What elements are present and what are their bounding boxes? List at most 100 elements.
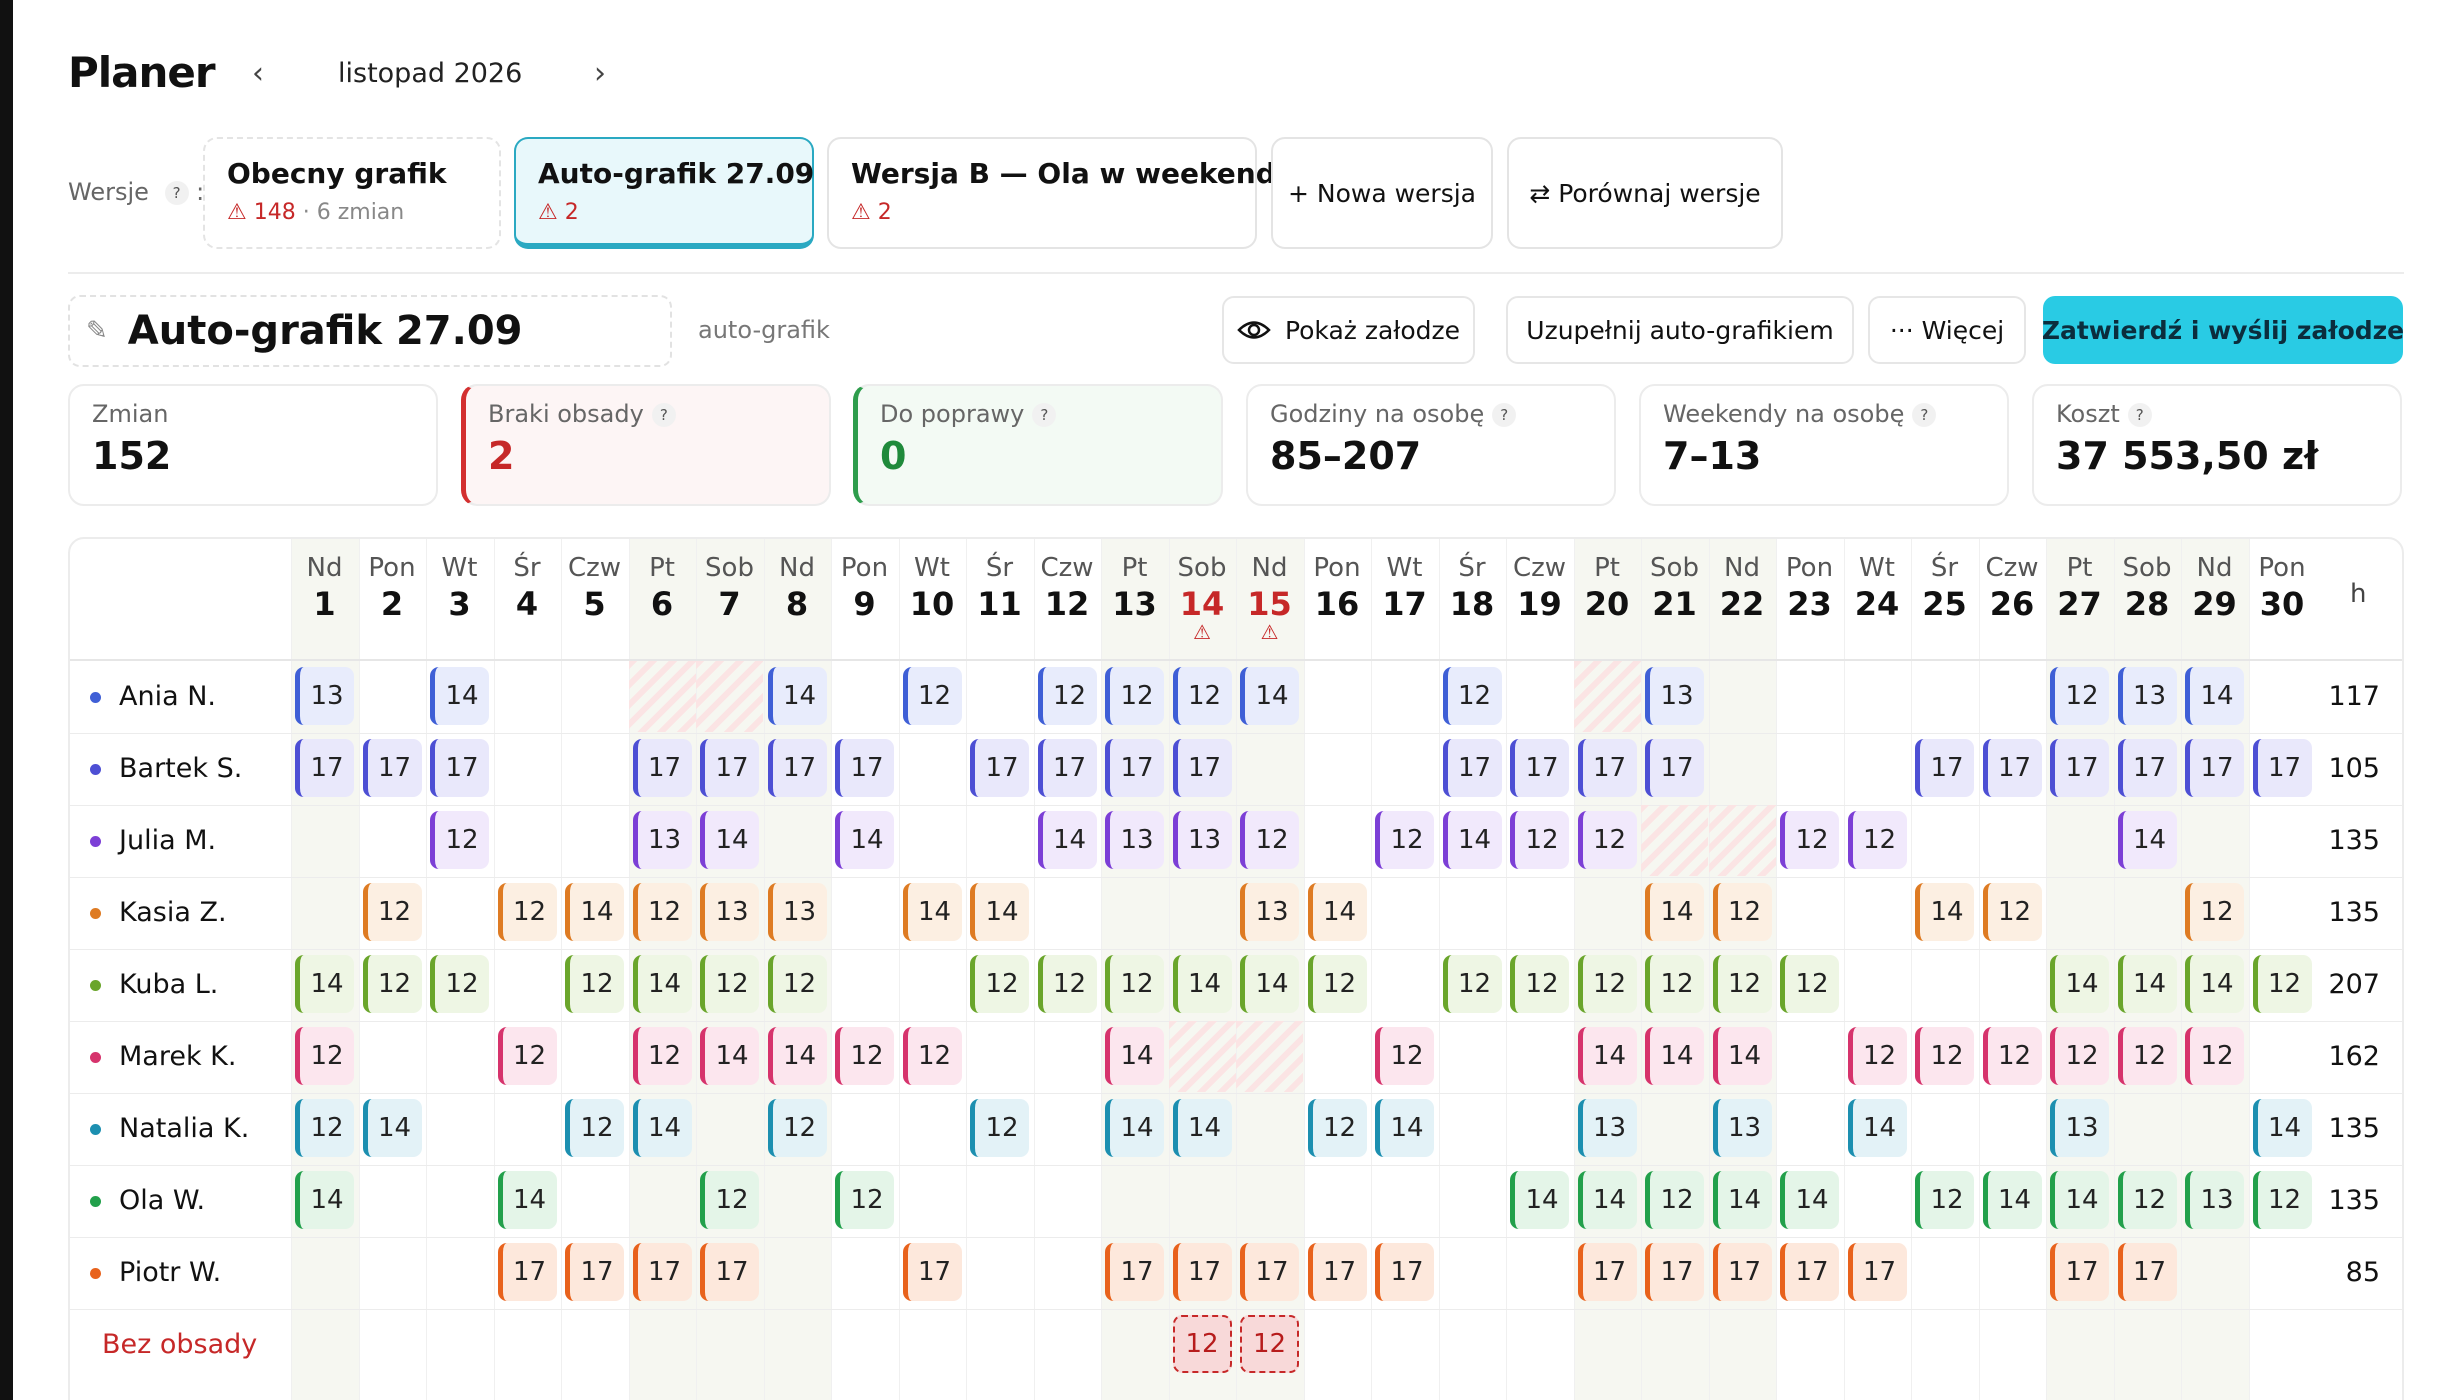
- shift-chip[interactable]: 13: [700, 883, 759, 941]
- autofill-button[interactable]: Uzupełnij auto-grafikiem: [1506, 296, 1854, 364]
- shift-chip[interactable]: 17: [1172, 739, 1232, 797]
- shift-chip[interactable]: 14: [2185, 667, 2244, 725]
- help-icon[interactable]: ?: [164, 181, 189, 205]
- next-month-icon[interactable]: ›: [594, 56, 606, 91]
- shift-chip[interactable]: 12: [1780, 811, 1839, 869]
- shift-chip[interactable]: 17: [1307, 1243, 1367, 1301]
- approve-send-button[interactable]: Zatwierdź i wyślij załodze: [2042, 296, 2404, 364]
- shift-chip[interactable]: 12: [632, 1027, 692, 1085]
- shift-chip[interactable]: 14: [1645, 1027, 1704, 1085]
- shift-chip[interactable]: 14: [902, 883, 962, 941]
- shift-chip[interactable]: 14: [1982, 1171, 2042, 1229]
- shift-chip[interactable]: 17: [565, 1243, 624, 1301]
- shift-chip[interactable]: 12: [1510, 955, 1569, 1013]
- shift-chip[interactable]: 17: [1172, 1243, 1232, 1301]
- shift-chip[interactable]: 13: [295, 667, 354, 725]
- shift-chip[interactable]: 14: [2050, 955, 2109, 1013]
- shift-chip[interactable]: 17: [632, 1243, 692, 1301]
- shift-chip[interactable]: 14: [2117, 955, 2177, 1013]
- shift-chip[interactable]: 14: [2050, 1171, 2109, 1229]
- shift-chip[interactable]: 12: [2117, 1171, 2177, 1229]
- shift-chip[interactable]: 14: [1577, 1171, 1637, 1229]
- shift-chip[interactable]: 14: [1577, 1027, 1637, 1085]
- shift-chip[interactable]: 13: [1172, 811, 1232, 869]
- shift-chip[interactable]: 12: [1037, 667, 1097, 725]
- shift-chip[interactable]: 14: [1712, 1171, 1772, 1229]
- shift-chip[interactable]: 12: [1442, 955, 1502, 1013]
- shift-chip[interactable]: 12: [1915, 1171, 1974, 1229]
- version-card-auto[interactable]: Auto-grafik 27.09 ⚠ 2: [514, 137, 814, 249]
- shift-chip[interactable]: 12: [565, 1099, 624, 1157]
- shift-chip[interactable]: 13: [1240, 883, 1299, 941]
- shift-chip[interactable]: 12: [1780, 955, 1839, 1013]
- shift-chip[interactable]: 12: [1105, 955, 1164, 1013]
- shift-chip[interactable]: 14: [1037, 811, 1097, 869]
- shift-chip[interactable]: 12: [295, 1027, 354, 1085]
- shift-chip[interactable]: 12: [430, 955, 489, 1013]
- shift-chip[interactable]: 14: [1240, 667, 1299, 725]
- shift-chip[interactable]: 17: [2252, 739, 2312, 797]
- shift-chip[interactable]: 13: [1105, 811, 1164, 869]
- shift-chip[interactable]: 12: [970, 955, 1029, 1013]
- shift-chip[interactable]: 17: [295, 739, 354, 797]
- compare-versions-button[interactable]: ⇄ Porównaj wersje: [1507, 137, 1783, 249]
- shift-chip[interactable]: 17: [1375, 1243, 1434, 1301]
- shift-chip[interactable]: 13: [767, 883, 827, 941]
- shift-chip[interactable]: 12: [700, 955, 759, 1013]
- shift-chip[interactable]: 14: [970, 883, 1029, 941]
- shift-chip[interactable]: 13: [2050, 1099, 2109, 1157]
- shift-chip[interactable]: 12: [632, 883, 692, 941]
- shift-chip[interactable]: 17: [767, 739, 827, 797]
- shift-chip[interactable]: 17: [1577, 1243, 1637, 1301]
- shift-chip[interactable]: 14: [632, 955, 692, 1013]
- shift-chip[interactable]: 12: [1577, 811, 1637, 869]
- shift-chip[interactable]: 17: [1037, 739, 1097, 797]
- shift-chip[interactable]: 12: [2252, 955, 2312, 1013]
- shift-chip[interactable]: 14: [1510, 1171, 1569, 1229]
- shift-chip[interactable]: 12: [1105, 667, 1164, 725]
- shift-chip[interactable]: 12: [902, 1027, 962, 1085]
- shift-chip[interactable]: 12: [295, 1099, 354, 1157]
- shift-chip[interactable]: 13: [632, 811, 692, 869]
- shift-chip[interactable]: 14: [1105, 1099, 1164, 1157]
- shift-chip[interactable]: 12: [430, 811, 489, 869]
- help-icon[interactable]: ?: [1492, 403, 1517, 427]
- shift-chip[interactable]: 12: [2252, 1171, 2312, 1229]
- shift-chip[interactable]: 17: [2050, 739, 2109, 797]
- shift-chip[interactable]: 12: [1712, 955, 1772, 1013]
- shift-chip[interactable]: 12: [767, 1099, 827, 1157]
- help-icon[interactable]: ?: [2127, 403, 2152, 427]
- shift-chip[interactable]: 17: [430, 739, 489, 797]
- prev-month-icon[interactable]: ‹: [252, 56, 264, 91]
- shift-chip[interactable]: 14: [2252, 1099, 2312, 1157]
- shift-chip[interactable]: 14: [700, 811, 759, 869]
- shift-chip[interactable]: 17: [1712, 1243, 1772, 1301]
- shift-chip[interactable]: 12: [1982, 1027, 2042, 1085]
- shift-chip[interactable]: 12: [362, 883, 422, 941]
- shift-chip[interactable]: 13: [1577, 1099, 1637, 1157]
- shift-chip[interactable]: 12: [2050, 667, 2109, 725]
- schedule-name-input[interactable]: ✎ Auto-grafik 27.09: [68, 295, 672, 367]
- shift-chip[interactable]: 14: [632, 1099, 692, 1157]
- shift-chip[interactable]: 12: [2117, 1027, 2177, 1085]
- shift-chip[interactable]: 17: [1780, 1243, 1839, 1301]
- shift-chip[interactable]: 17: [1915, 739, 1974, 797]
- help-icon[interactable]: ?: [1912, 403, 1937, 427]
- shift-chip[interactable]: 14: [2117, 811, 2177, 869]
- shift-chip[interactable]: 14: [1847, 1099, 1907, 1157]
- shift-chip[interactable]: 14: [1375, 1099, 1434, 1157]
- shift-chip[interactable]: 14: [1105, 1027, 1164, 1085]
- new-version-button[interactable]: + Nowa wersja: [1271, 137, 1493, 249]
- shift-chip[interactable]: 12: [1982, 883, 2042, 941]
- shift-chip[interactable]: 17: [1105, 739, 1164, 797]
- shift-chip[interactable]: 12: [700, 1171, 759, 1229]
- shift-chip[interactable]: 17: [497, 1243, 557, 1301]
- shift-chip[interactable]: 14: [1240, 955, 1299, 1013]
- shift-chip[interactable]: 13: [2117, 667, 2177, 725]
- help-icon[interactable]: ?: [1032, 403, 1057, 427]
- shift-chip[interactable]: 12: [497, 883, 557, 941]
- shift-chip[interactable]: 12: [362, 955, 422, 1013]
- shift-chip[interactable]: 13: [1712, 1099, 1772, 1157]
- shift-chip[interactable]: 14: [1442, 811, 1502, 869]
- shift-chip[interactable]: 14: [1172, 955, 1232, 1013]
